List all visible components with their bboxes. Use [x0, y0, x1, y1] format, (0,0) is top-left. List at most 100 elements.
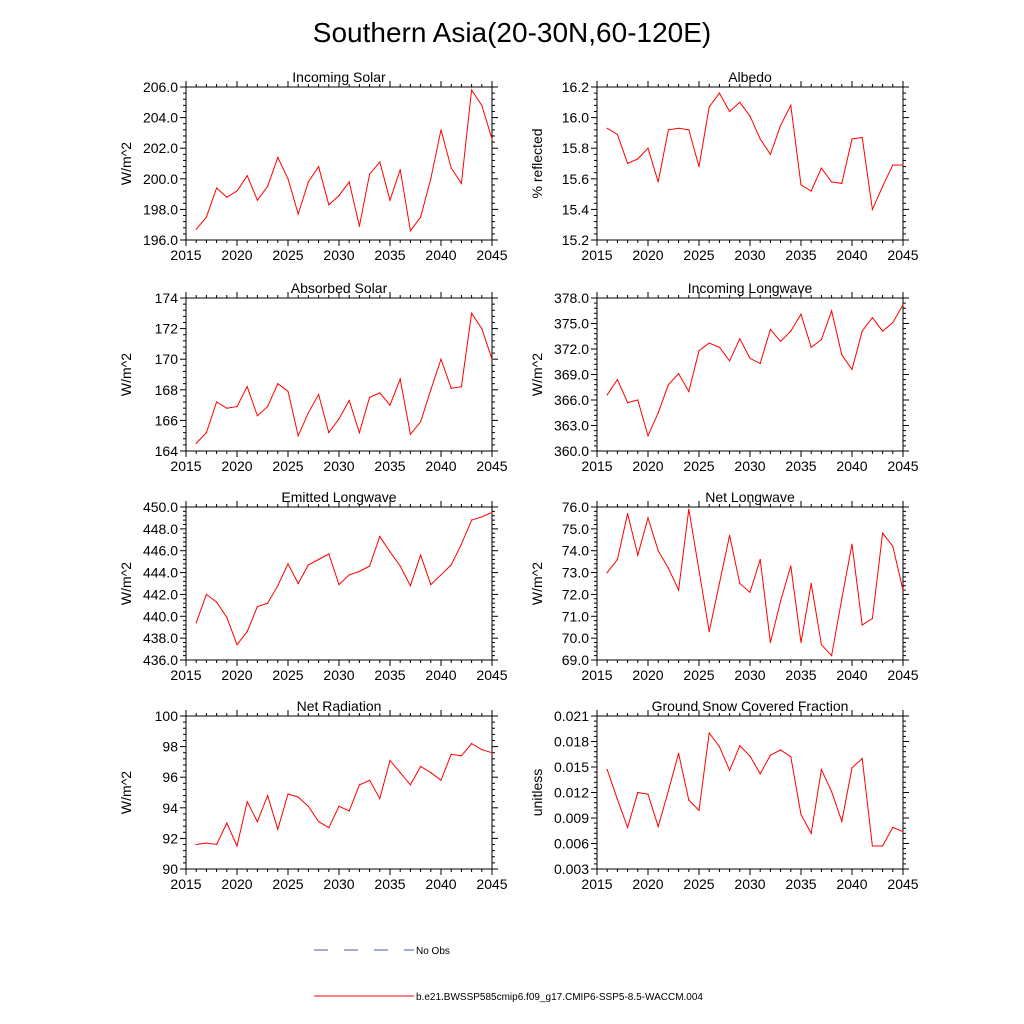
data-point [718, 746, 721, 748]
chart-absorbed-solar: Absorbed Solar W/m^2 2015 2020 2025 2030 2035 2… [118, 280, 508, 474]
y-tick-label: 446.0 [143, 543, 178, 559]
x-tick-label: 2030 [734, 247, 765, 263]
data-point [236, 644, 238, 646]
data-point [800, 814, 802, 816]
x-tick-label: 2030 [734, 876, 765, 892]
data-point [627, 826, 629, 829]
y-tick-label: 198.0 [143, 201, 178, 217]
data-point [647, 147, 649, 149]
data-point [246, 175, 248, 177]
x-tick-label: 2030 [323, 458, 354, 474]
y-tick-label: 448.0 [143, 521, 178, 537]
data-point [616, 798, 619, 800]
y-tick-label: 76.0 [562, 499, 589, 515]
page-title: Southern Asia(20-30N,60-120E) [313, 17, 711, 48]
data-point [688, 508, 690, 510]
chart-title: Albedo [728, 69, 772, 85]
data-point [882, 532, 884, 534]
data-point [246, 386, 248, 388]
data-point [861, 136, 863, 139]
data-point [440, 779, 442, 781]
x-tick-label: 2030 [734, 667, 765, 683]
y-tick-label: 363.0 [554, 418, 589, 434]
y-tick-label: 360.0 [554, 443, 589, 459]
y-tick-label: 100 [155, 708, 179, 724]
data-point [892, 322, 894, 324]
data-point [637, 554, 639, 556]
y-tick-label: 15.8 [562, 140, 589, 156]
y-tick-label: 98 [162, 739, 178, 755]
x-tick-label: 2015 [170, 876, 201, 892]
x-tick-label: 2030 [323, 667, 354, 683]
plot-frame [185, 715, 493, 870]
x-tick-label: 2040 [836, 247, 867, 263]
data-point [297, 435, 299, 437]
series-line [606, 304, 904, 438]
data-point [678, 373, 680, 375]
data-point [647, 793, 649, 795]
x-tick-label: 2040 [425, 458, 456, 474]
legend-model-label: b.e21.BWSSP585cmip6.f09_g17.CMIP6-SSP5-8… [416, 992, 703, 1003]
data-point [851, 543, 853, 545]
y-tick-label: 0.021 [554, 708, 589, 724]
data-point [780, 124, 782, 126]
x-tick-label: 2035 [785, 247, 816, 263]
data-point [739, 338, 741, 340]
data-point [678, 127, 680, 129]
series-line [195, 88, 493, 233]
y-tick-label: 73.0 [562, 565, 589, 581]
series-line [606, 92, 903, 212]
y-tick-label: 75.0 [562, 521, 589, 537]
data-point [430, 389, 432, 391]
x-tick-label: 2015 [581, 667, 612, 683]
data-point [616, 379, 619, 381]
data-point [708, 342, 710, 344]
data-point [861, 330, 863, 332]
data-point [277, 383, 279, 385]
data-point [358, 432, 360, 434]
chart-title: Emitted Longwave [281, 489, 396, 505]
y-tick-label: 0.006 [554, 836, 589, 852]
data-point [627, 162, 629, 165]
data-point [892, 545, 894, 547]
data-point [205, 216, 207, 218]
data-point [369, 779, 371, 781]
chart-title: Incoming Solar [292, 69, 386, 85]
data-point [307, 412, 309, 414]
data-point [216, 401, 218, 403]
data-point [481, 749, 483, 751]
data-point [871, 208, 874, 210]
y-tick-label: 0.015 [554, 759, 589, 775]
y-tick-label: 200.0 [143, 171, 178, 187]
data-point [810, 832, 812, 834]
data-point [226, 822, 228, 824]
x-tick-label: 2045 [887, 247, 918, 263]
y-tick-label: 15.6 [562, 171, 589, 187]
data-point [287, 178, 289, 180]
x-tick-label: 2015 [170, 247, 201, 263]
data-point [491, 138, 493, 140]
data-point [369, 396, 371, 398]
data-point [780, 749, 782, 751]
chart-incoming-solar: Incoming Solar W/m^2 2015 2020 2025 2030 2035 2… [118, 69, 508, 263]
data-point [739, 745, 741, 747]
y-axis-label: W/m^2 [118, 771, 134, 814]
data-point [226, 407, 228, 409]
data-point [616, 558, 619, 561]
series-line [195, 311, 493, 444]
data-point [749, 591, 751, 593]
data-point [216, 187, 218, 189]
x-tick-label: 2040 [425, 667, 456, 683]
data-point [698, 809, 700, 812]
x-tick-label: 2020 [632, 247, 663, 263]
data-point [195, 228, 197, 230]
y-tick-label: 71.0 [562, 608, 589, 624]
plot-frame [596, 297, 904, 452]
data-point [420, 216, 422, 218]
data-point [871, 617, 874, 620]
x-tick-label: 2035 [374, 458, 405, 474]
data-point [688, 799, 690, 801]
data-point [892, 826, 894, 829]
y-tick-label: 72.0 [562, 586, 589, 602]
series-line [195, 512, 493, 646]
